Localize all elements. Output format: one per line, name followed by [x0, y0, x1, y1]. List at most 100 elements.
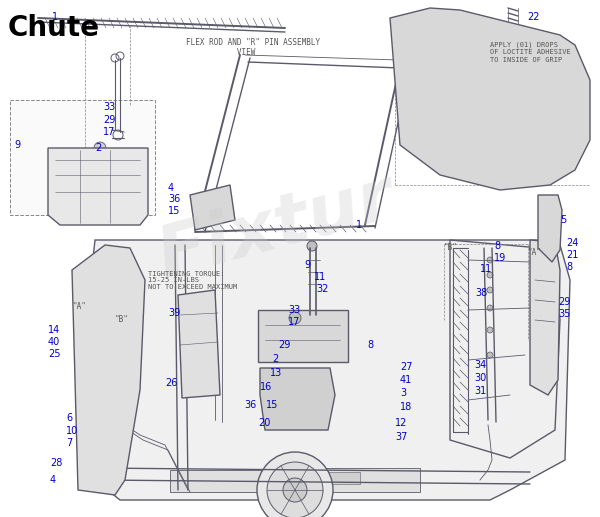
Bar: [448, 95, 528, 120]
Text: 15: 15: [266, 400, 278, 410]
Circle shape: [487, 352, 493, 358]
Text: 19: 19: [494, 253, 506, 263]
Circle shape: [291, 391, 299, 399]
Text: 29: 29: [103, 115, 115, 125]
Text: 9: 9: [304, 260, 310, 270]
Bar: [310, 472, 360, 484]
Text: 41: 41: [400, 375, 412, 385]
Text: 8: 8: [566, 262, 572, 272]
Text: 32: 32: [316, 284, 328, 294]
Polygon shape: [178, 290, 220, 398]
Text: 16: 16: [260, 382, 272, 392]
Text: 1: 1: [356, 220, 362, 230]
Bar: [84, 418, 98, 428]
Text: 4: 4: [168, 183, 174, 193]
Text: 38: 38: [475, 288, 487, 298]
Text: 33: 33: [103, 102, 115, 112]
Text: 29: 29: [558, 297, 571, 307]
Text: 1: 1: [52, 12, 58, 22]
Text: 29: 29: [278, 340, 290, 350]
Text: 11: 11: [480, 264, 492, 274]
Circle shape: [487, 257, 493, 263]
Text: "B": "B": [444, 243, 458, 252]
Text: 30: 30: [474, 373, 486, 383]
Text: Chute: Chute: [8, 14, 100, 42]
Text: 4: 4: [50, 475, 56, 485]
Bar: [455, 60, 490, 78]
Text: TIGHTENING TORQUE:
15-25 IN-LBS
NOT TO EXCEED MAXIMUM: TIGHTENING TORQUE: 15-25 IN-LBS NOT TO E…: [148, 270, 237, 290]
Circle shape: [283, 478, 307, 502]
Text: 27: 27: [400, 362, 413, 372]
Circle shape: [487, 272, 493, 278]
Text: 22: 22: [527, 12, 539, 22]
Circle shape: [267, 462, 323, 517]
Text: 12: 12: [395, 418, 407, 428]
Text: 33: 33: [288, 305, 300, 315]
Text: 17: 17: [103, 127, 115, 137]
Bar: [300, 468, 420, 492]
Polygon shape: [390, 8, 590, 190]
Circle shape: [307, 241, 317, 251]
Polygon shape: [190, 185, 235, 230]
Circle shape: [289, 312, 301, 324]
Text: APPLY (01) DROPS
OF LOCTITE ADHESIVE
TO INSIDE OF GRIP: APPLY (01) DROPS OF LOCTITE ADHESIVE TO …: [490, 42, 571, 63]
Text: 20: 20: [258, 418, 271, 428]
Circle shape: [487, 327, 493, 333]
Polygon shape: [72, 245, 145, 495]
Bar: [170, 470, 270, 492]
Circle shape: [205, 200, 219, 214]
Text: 34: 34: [474, 360, 486, 370]
Bar: [82, 400, 120, 455]
Circle shape: [487, 287, 493, 293]
Bar: [84, 403, 98, 413]
Text: 24: 24: [566, 238, 578, 248]
Polygon shape: [80, 240, 570, 500]
Circle shape: [94, 142, 106, 154]
Text: 36: 36: [168, 194, 180, 204]
Text: 39: 39: [168, 308, 180, 318]
Text: 35: 35: [558, 309, 571, 319]
Polygon shape: [260, 368, 335, 430]
Bar: [448, 130, 498, 150]
Text: 15: 15: [168, 206, 181, 216]
Text: 9: 9: [14, 140, 20, 150]
Circle shape: [277, 377, 313, 413]
Text: 2: 2: [95, 143, 101, 153]
Text: "B": "B": [115, 315, 129, 324]
Text: 10: 10: [66, 426, 78, 436]
Text: 17: 17: [288, 317, 301, 327]
Text: 14: 14: [48, 325, 60, 335]
Text: 25: 25: [48, 349, 61, 359]
Circle shape: [285, 385, 305, 405]
Text: 28: 28: [50, 458, 62, 468]
Text: FLEX ROD AND "R" PIN ASSEMBLY
           VIEW: FLEX ROD AND "R" PIN ASSEMBLY VIEW: [186, 38, 320, 57]
Text: 37: 37: [395, 432, 407, 442]
Text: 36: 36: [244, 400, 256, 410]
Circle shape: [85, 302, 91, 308]
Text: 5: 5: [560, 215, 566, 225]
Text: 18: 18: [400, 402, 412, 412]
Bar: [84, 433, 98, 443]
Text: 11: 11: [314, 272, 326, 282]
Text: 6: 6: [66, 413, 72, 423]
Circle shape: [96, 266, 104, 274]
Bar: [10, 100, 155, 215]
Text: 26: 26: [165, 378, 178, 388]
Circle shape: [487, 305, 493, 311]
Polygon shape: [48, 148, 148, 225]
Text: 31: 31: [474, 386, 486, 396]
Text: 7: 7: [66, 438, 72, 448]
Text: 8: 8: [494, 241, 500, 251]
Text: 8: 8: [367, 340, 373, 350]
Bar: [448, 55, 528, 85]
Text: Fixtur: Fixtur: [150, 163, 402, 292]
Text: 13: 13: [270, 368, 282, 378]
Text: 3: 3: [400, 388, 406, 398]
Text: "A": "A": [73, 302, 87, 311]
Bar: [455, 100, 490, 112]
Polygon shape: [538, 195, 562, 262]
Polygon shape: [530, 240, 560, 395]
Text: "A": "A": [528, 248, 542, 257]
Text: 40: 40: [48, 337, 60, 347]
Text: 2: 2: [272, 354, 278, 364]
